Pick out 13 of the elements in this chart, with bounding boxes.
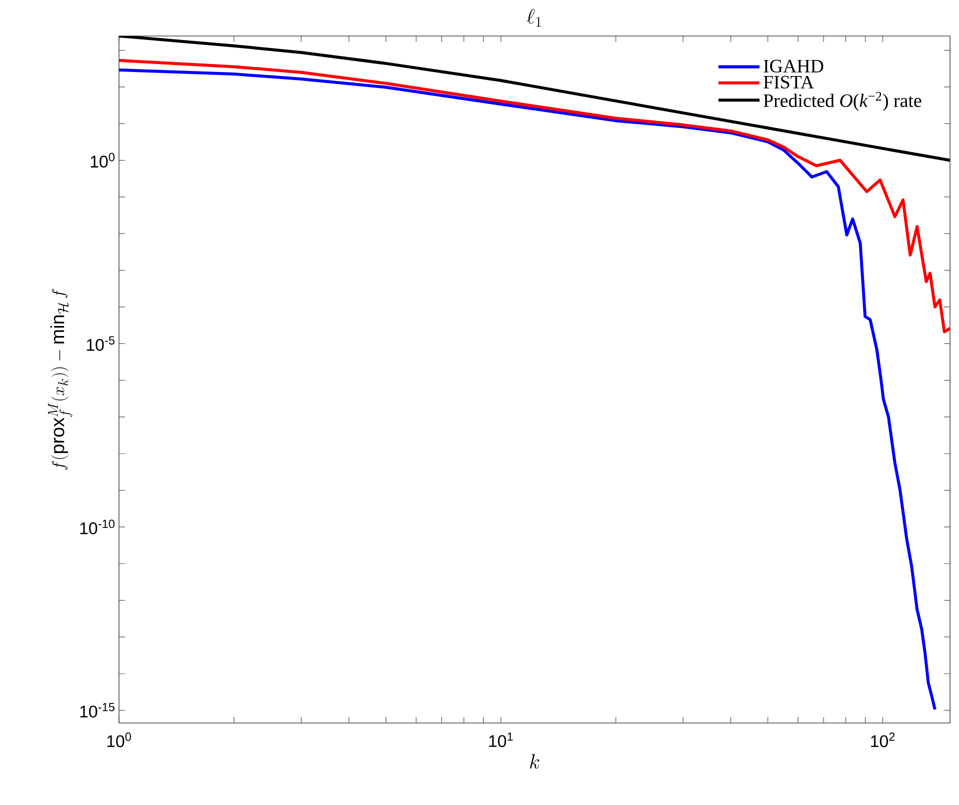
y-tick-label: 10$^{-15}$ xyxy=(80,703,114,718)
chart-title: $\ell_1$ xyxy=(526,8,541,26)
x-tick-label: 10$^{0}$ xyxy=(107,732,131,748)
legend-label: Predicted O(k$^{−2}$) rate xyxy=(764,92,922,111)
y-tick-label: 10$^{0}$ xyxy=(90,152,115,168)
x-tick-label: 10$^{1}$ xyxy=(489,732,513,748)
x-axis-title: $k$ xyxy=(530,754,540,769)
x-tick-label: 10$^{2}$ xyxy=(871,732,895,748)
y-tick-label: 10$^{-5}$ xyxy=(86,336,114,351)
legend-label: IGAHD xyxy=(764,60,824,73)
y-axis-title: $f(\mathrm{prox}_f^M(x_k)) - \min_{\mathcal{H}} f$ xyxy=(48,289,72,470)
y-tick-label: 10$^{-10}$ xyxy=(80,520,115,534)
legend-label: FISTA xyxy=(764,76,814,89)
